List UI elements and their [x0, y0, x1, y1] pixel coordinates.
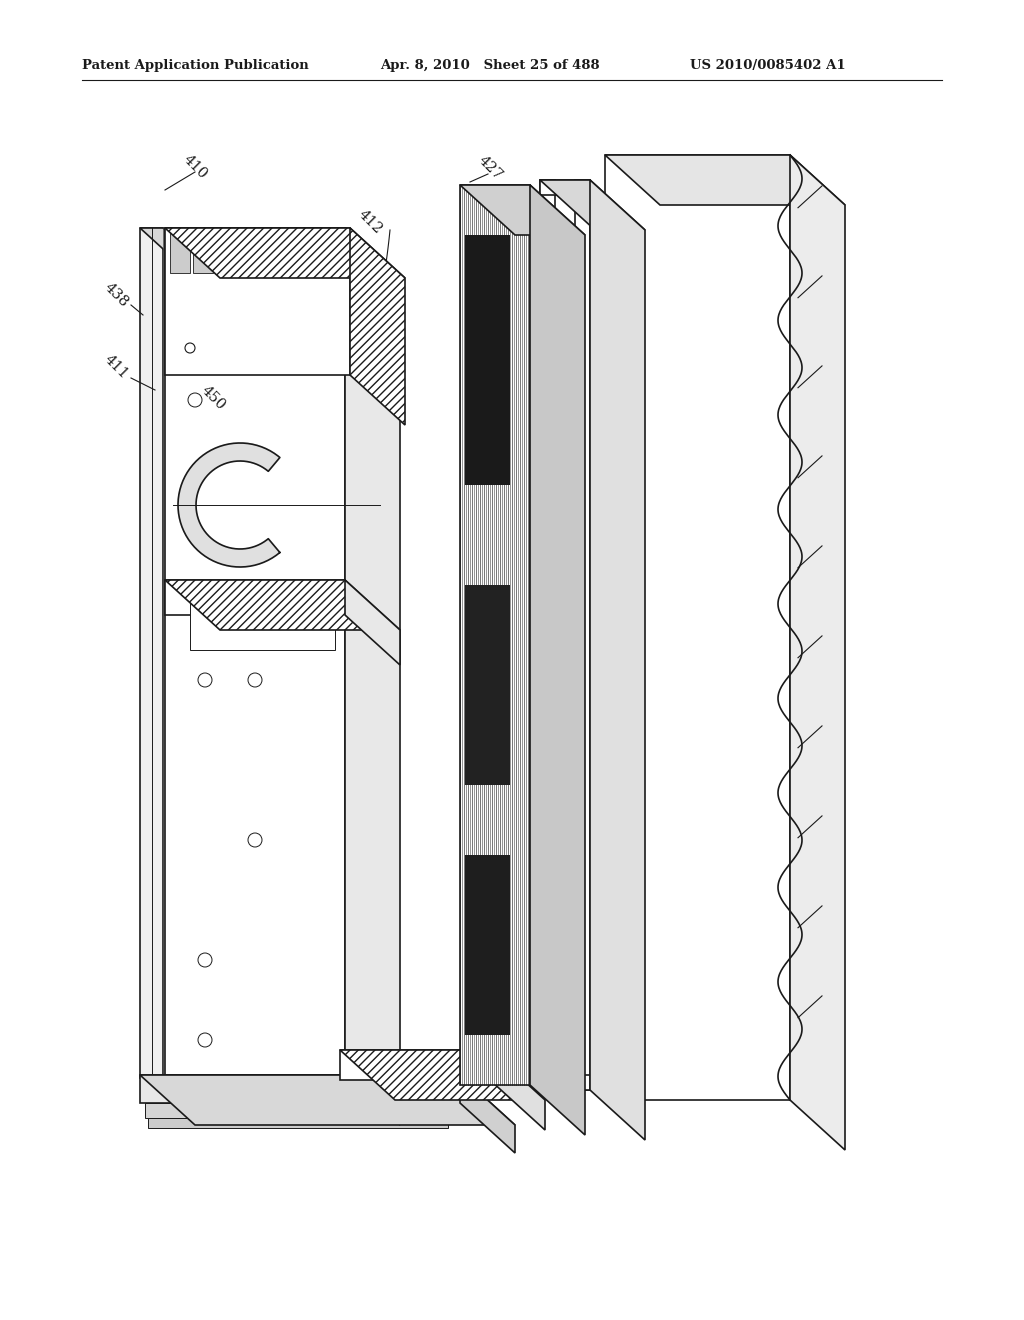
Polygon shape — [490, 1049, 545, 1130]
Text: 450: 450 — [199, 383, 227, 413]
Circle shape — [185, 343, 195, 352]
Bar — [308, 234, 328, 273]
Circle shape — [248, 833, 262, 847]
Polygon shape — [540, 180, 645, 230]
Bar — [605, 154, 790, 1100]
Text: Patent Application Publication: Patent Application Publication — [82, 58, 309, 71]
Text: 427: 427 — [475, 153, 505, 182]
Polygon shape — [140, 1074, 515, 1125]
Polygon shape — [350, 228, 406, 425]
Bar — [145, 1104, 455, 1118]
Polygon shape — [140, 228, 218, 279]
Circle shape — [198, 1034, 212, 1047]
Text: 428: 428 — [380, 1080, 410, 1110]
Polygon shape — [460, 185, 585, 235]
Bar — [148, 1118, 449, 1129]
Polygon shape — [165, 228, 400, 279]
Bar — [465, 235, 510, 484]
Bar — [216, 234, 236, 273]
Circle shape — [198, 673, 212, 686]
Polygon shape — [345, 579, 400, 665]
Bar — [190, 579, 335, 649]
Text: 413: 413 — [603, 843, 633, 873]
Bar — [460, 185, 530, 1085]
Bar — [460, 185, 530, 1085]
Text: FIG. 56: FIG. 56 — [678, 804, 793, 836]
Circle shape — [248, 673, 262, 686]
Bar — [575, 180, 590, 1090]
Bar — [140, 1074, 460, 1104]
Polygon shape — [460, 1074, 515, 1152]
Circle shape — [188, 393, 202, 407]
Text: US 2010/0085402 A1: US 2010/0085402 A1 — [690, 58, 846, 71]
Bar — [340, 1049, 490, 1080]
Bar — [262, 234, 282, 273]
Bar — [285, 234, 305, 273]
Text: 412: 412 — [355, 207, 385, 236]
Polygon shape — [590, 180, 645, 1140]
Polygon shape — [240, 444, 280, 471]
Polygon shape — [790, 154, 845, 1150]
Polygon shape — [178, 444, 280, 568]
Bar — [163, 228, 166, 1078]
Bar — [140, 228, 163, 1078]
Bar — [239, 234, 259, 273]
Bar — [540, 180, 555, 1090]
Polygon shape — [345, 228, 400, 1125]
Text: 410: 410 — [180, 152, 210, 182]
Bar — [465, 585, 510, 785]
Bar — [540, 1074, 590, 1090]
Polygon shape — [605, 154, 845, 205]
Bar — [193, 234, 213, 273]
Polygon shape — [165, 579, 400, 630]
Bar — [165, 579, 345, 615]
Circle shape — [198, 953, 212, 968]
Bar — [540, 180, 590, 195]
Bar — [170, 234, 190, 273]
Bar — [165, 228, 350, 375]
Bar — [465, 855, 510, 1035]
Polygon shape — [165, 228, 406, 279]
Bar — [165, 228, 345, 1074]
Text: 411: 411 — [101, 352, 131, 381]
Polygon shape — [530, 185, 585, 1135]
Text: Apr. 8, 2010   Sheet 25 of 488: Apr. 8, 2010 Sheet 25 of 488 — [380, 58, 600, 71]
Polygon shape — [340, 1049, 545, 1100]
Text: 438: 438 — [101, 280, 131, 310]
